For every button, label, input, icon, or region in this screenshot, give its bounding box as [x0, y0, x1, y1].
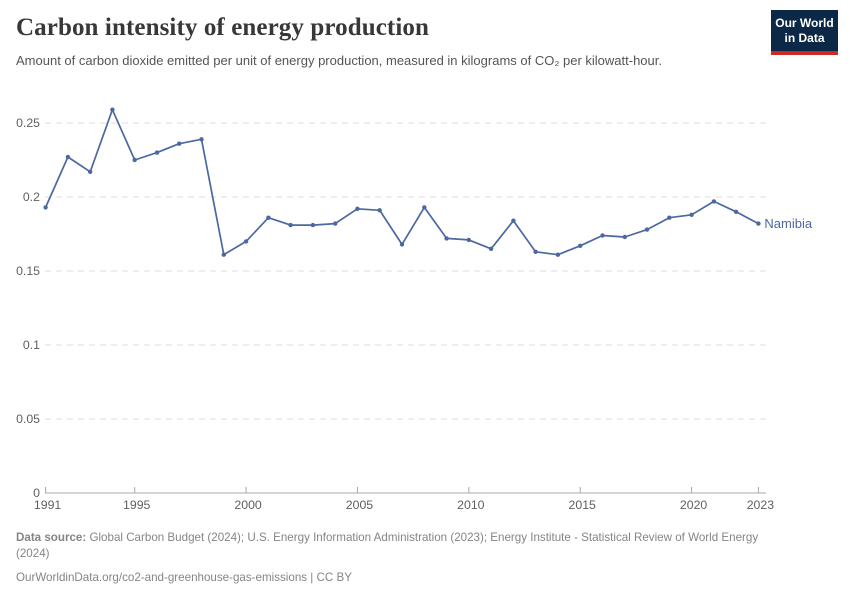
- x-axis-tick-label: 2020: [680, 498, 708, 512]
- data-point-2004[interactable]: [333, 221, 338, 226]
- data-point-1991[interactable]: [43, 205, 48, 210]
- x-axis-tick-label: 2015: [569, 498, 597, 512]
- data-point-2012[interactable]: [511, 218, 516, 223]
- data-point-1994[interactable]: [110, 107, 115, 112]
- data-point-2015[interactable]: [578, 243, 583, 248]
- data-point-1998[interactable]: [199, 137, 204, 142]
- owid-logo-red-bar: [771, 51, 838, 55]
- data-point-2007[interactable]: [399, 242, 405, 247]
- data-point-2003[interactable]: [310, 222, 316, 228]
- data-point-2017[interactable]: [622, 234, 627, 240]
- data-point-2020[interactable]: [689, 212, 694, 217]
- data-line-namibia[interactable]: [44, 108, 759, 256]
- y-axis-tick-label: 0.05: [16, 412, 40, 426]
- data-point-2002[interactable]: [288, 222, 293, 228]
- data-point-2022[interactable]: [733, 209, 739, 214]
- data-point-2011[interactable]: [488, 246, 494, 251]
- data-point-2014[interactable]: [555, 252, 561, 257]
- data-point-2008[interactable]: [422, 205, 427, 210]
- x-axis-tick-label: 2023: [747, 498, 775, 512]
- x-axis-tick-label: 2000: [234, 498, 262, 512]
- data-point-2000[interactable]: [243, 239, 249, 244]
- x-axis-tick-label: 1995: [123, 498, 151, 512]
- data-point-2006[interactable]: [377, 208, 382, 213]
- y-axis-tick-label: 0: [33, 486, 40, 500]
- chart-title: Carbon intensity of energy production: [16, 14, 429, 41]
- data-point-1997[interactable]: [177, 141, 182, 146]
- data-point-2018[interactable]: [644, 227, 650, 232]
- y-axis-tick-label: 0.1: [23, 338, 40, 352]
- data-source-line: Data source: Global Carbon Budget (2024)…: [16, 530, 761, 562]
- data-point-2016[interactable]: [600, 233, 605, 238]
- data-point-2009[interactable]: [444, 236, 449, 241]
- license-url-line[interactable]: OurWorldinData.org/co2-and-greenhouse-ga…: [16, 571, 352, 585]
- data-point-1993[interactable]: [88, 169, 93, 174]
- data-point-2023[interactable]: [756, 221, 761, 226]
- y-axis-tick-label: 0.25: [16, 116, 40, 130]
- data-point-2001[interactable]: [266, 215, 271, 220]
- owid-logo[interactable]: Our World in Data: [771, 10, 838, 55]
- y-axis-tick-label: 0.2: [23, 190, 40, 204]
- x-axis-tick-label: 1991: [34, 498, 62, 512]
- chart-subtitle: Amount of carbon dioxide emitted per uni…: [16, 53, 662, 68]
- owid-logo-text: Our World in Data: [771, 10, 838, 51]
- data-point-2010[interactable]: [466, 237, 471, 243]
- series-label-namibia[interactable]: Namibia: [764, 216, 812, 231]
- data-point-1995[interactable]: [132, 157, 137, 163]
- chart-footer: Data source: Global Carbon Budget (2024)…: [16, 530, 786, 587]
- x-axis-tick-label: 2010: [457, 498, 485, 512]
- data-point-1999[interactable]: [221, 252, 226, 257]
- data-point-1992[interactable]: [65, 154, 71, 160]
- data-point-2005[interactable]: [355, 206, 360, 211]
- data-source-text: Global Carbon Budget (2024); U.S. Energy…: [16, 531, 759, 561]
- x-axis-tick-label: 2005: [346, 498, 374, 512]
- data-point-2019[interactable]: [667, 215, 672, 220]
- data-source-label: Data source:: [16, 531, 87, 544]
- y-axis-tick-label: 0.15: [16, 264, 40, 278]
- data-point-2021[interactable]: [711, 199, 717, 204]
- data-point-2013[interactable]: [533, 249, 538, 254]
- data-point-1996[interactable]: [154, 150, 160, 155]
